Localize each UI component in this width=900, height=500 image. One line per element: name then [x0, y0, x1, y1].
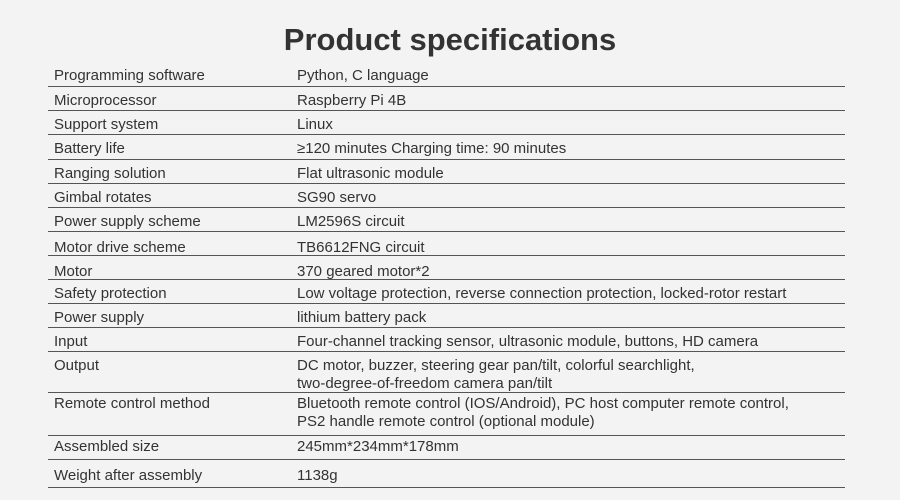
spec-value: Low voltage protection, reverse connecti… [297, 285, 845, 303]
spec-label: Power supply scheme [54, 213, 201, 230]
spec-value-line: TB6612FNG circuit [297, 239, 425, 256]
spec-value: Four-channel tracking sensor, ultrasonic… [297, 333, 845, 351]
spec-value-line: Bluetooth remote control (IOS/Android), … [297, 395, 789, 412]
spec-value-line: 370 geared motor*2 [297, 263, 430, 280]
spec-value: lithium battery pack [297, 309, 845, 327]
spec-value-line: Python, C language [297, 67, 429, 84]
spec-row: Gimbal rotates SG90 servo [48, 184, 845, 208]
spec-row: Remote control method Bluetooth remote co… [48, 393, 845, 436]
spec-value-line: 1138g [297, 467, 338, 484]
spec-label: Support system [54, 116, 159, 133]
spec-value-line: two-degree-of-freedom camera pan/tilt [297, 375, 553, 392]
spec-value: 370 geared motor*2 [297, 263, 845, 280]
spec-row: Assembled size 245mm*234mm*178mm [48, 436, 845, 460]
spec-value: SG90 servo [297, 189, 845, 207]
spec-value-line: Raspberry Pi 4B [297, 92, 407, 109]
spec-value: 1138g [297, 467, 845, 487]
spec-row: Motor 370 geared motor*2 [48, 256, 845, 280]
spec-value-line: PS2 handle remote control (optional modu… [297, 413, 595, 430]
spec-table: Programming software Python, C language Mi… [48, 64, 845, 488]
spec-row: Support system Linux [48, 111, 845, 135]
spec-row: Input Four-channel tracking sensor, ultra… [48, 328, 845, 352]
spec-value-line: Four-channel tracking sensor, ultrasonic… [297, 333, 759, 350]
spec-value: Bluetooth remote control (IOS/Android), … [297, 395, 845, 435]
spec-value-line: Flat ultrasonic module [297, 165, 444, 182]
spec-label: Output [54, 357, 100, 374]
spec-row: Battery life ≥120 minutes Charging time: … [48, 135, 845, 160]
spec-label: Gimbal rotates [54, 189, 152, 206]
spec-label: Motor drive scheme [54, 239, 186, 256]
spec-value-line: SG90 servo [297, 189, 377, 206]
spec-label: Microprocessor [54, 92, 157, 109]
spec-label: Battery life [54, 140, 125, 157]
spec-label: Ranging solution [54, 165, 166, 182]
spec-label: Power supply [54, 309, 145, 326]
spec-row: Power supply lithium battery pack [48, 304, 845, 328]
spec-label: Remote control method [54, 395, 210, 412]
spec-row: Output DC motor, buzzer, steering gear pa… [48, 352, 845, 393]
spec-value-line: lithium battery pack [297, 309, 427, 326]
spec-value: ≥120 minutes Charging time: 90 minutes [297, 140, 845, 159]
spec-row: Microprocessor Raspberry Pi 4B [48, 87, 845, 111]
spec-value-line: LM2596S circuit [297, 213, 405, 230]
spec-row: Power supply scheme LM2596S circuit [48, 208, 845, 232]
spec-value: 245mm*234mm*178mm [297, 438, 845, 459]
spec-value: DC motor, buzzer, steering gear pan/tilt… [297, 357, 845, 392]
spec-value-line: Linux [297, 116, 333, 133]
spec-row: Motor drive scheme TB6612FNG circuit [48, 232, 845, 256]
spec-row: Weight after assembly 1138g [48, 460, 845, 488]
spec-value: Raspberry Pi 4B [297, 92, 845, 110]
spec-value-line: ≥120 minutes Charging time: 90 minutes [297, 140, 567, 157]
spec-value: TB6612FNG circuit [297, 239, 845, 256]
spec-value: Flat ultrasonic module [297, 165, 845, 183]
spec-label: Programming software [54, 67, 205, 84]
spec-label: Assembled size [54, 438, 160, 455]
spec-row: Ranging solution Flat ultrasonic module [48, 160, 845, 184]
page-title: Product specifications [283, 22, 617, 57]
spec-row: Safety protection Low voltage protection,… [48, 280, 845, 304]
spec-value: LM2596S circuit [297, 213, 845, 231]
spec-value: Linux [297, 116, 845, 134]
spec-value: Python, C language [297, 67, 845, 86]
spec-label: Safety protection [54, 285, 167, 302]
spec-value-line: DC motor, buzzer, steering gear pan/tilt… [297, 357, 695, 374]
spec-label: Weight after assembly [54, 467, 203, 484]
spec-value-line: Low voltage protection, reverse connecti… [297, 285, 787, 302]
spec-value-line: 245mm*234mm*178mm [297, 438, 459, 455]
spec-row: Programming software Python, C language [48, 64, 845, 87]
spec-label: Motor [54, 263, 93, 280]
spec-label: Input [54, 333, 88, 350]
